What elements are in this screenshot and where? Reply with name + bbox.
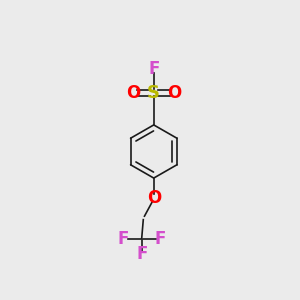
Text: F: F [117,230,129,248]
Text: F: F [154,230,166,248]
Text: O: O [126,84,140,102]
Text: F: F [148,61,159,79]
Text: O: O [147,189,161,207]
Text: F: F [136,245,147,263]
Text: S: S [147,84,160,102]
Text: O: O [167,84,182,102]
